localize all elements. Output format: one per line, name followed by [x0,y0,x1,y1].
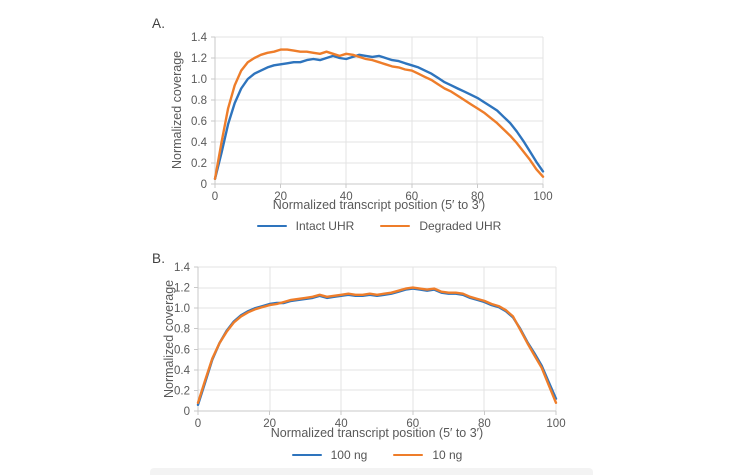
panel-a-plot: 0 0.2 0.4 0.6 0.8 1.0 1.2 1.4 0 20 40 60 80 100 [191,32,553,203]
panel-b-x-axis-title: Normalized transcript position (5′ to 3′… [270,426,484,440]
svg-text:20: 20 [263,418,276,430]
legend-item-100ng: 100 ng [291,448,368,462]
legend-item-degraded-uhr: Degraded UHR [380,219,501,233]
10ng-line-swatch [393,454,424,456]
legend-item-intact-uhr: Intact UHR [256,219,355,233]
svg-text:0: 0 [212,191,218,203]
panel-b-plot: 0 0.2 0.4 0.6 0.8 1.0 1.2 1.4 0 20 40 60 80 100 [174,262,566,430]
series-line-intact-uhr [213,53,545,181]
svg-text:0.6: 0.6 [174,344,190,356]
svg-text:1.4: 1.4 [174,262,191,274]
svg-text:1.2: 1.2 [174,283,190,295]
svg-text:0.4: 0.4 [174,365,191,377]
svg-text:0.8: 0.8 [191,95,207,107]
svg-text:60: 60 [405,191,418,203]
legend-label: Degraded UHR [419,219,502,233]
panel-a-legend: Intact UHR Degraded UHR [215,219,543,233]
svg-text:100: 100 [533,191,552,203]
panel-a-x-axis-title: Normalized transcript position (5′ to 3′… [272,198,486,212]
degraded-uhr-line-swatch [380,225,411,227]
svg-text:0.2: 0.2 [191,158,207,170]
svg-text:80: 80 [471,191,484,203]
panel-a-label: A. [152,16,166,31]
svg-text:0: 0 [195,418,201,430]
series-line-degraded-uhr [213,48,545,181]
svg-text:1.0: 1.0 [174,303,190,315]
svg-text:40: 40 [335,418,348,430]
legend-item-10ng: 10 ng [393,448,462,462]
legend-label: 10 ng [432,448,463,462]
legend-label: 100 ng [330,448,368,462]
svg-text:1.4: 1.4 [191,32,208,44]
svg-text:1.0: 1.0 [191,74,207,86]
svg-text:80: 80 [478,418,491,430]
panel-b-y-axis-title: Normalized coverage [162,279,176,398]
svg-text:40: 40 [340,191,353,203]
intact-uhr-line-swatch [256,225,287,227]
svg-text:1.2: 1.2 [191,53,207,65]
panel-a-y-axis-title: Normalized coverage [170,50,184,169]
svg-text:0: 0 [201,179,207,191]
series-line-10-ng [196,286,558,404]
svg-text:100: 100 [546,418,565,430]
svg-text:0.4: 0.4 [191,137,208,149]
panel-b-legend: 100 ng 10 ng [198,448,556,462]
series-line-100-ng [196,287,558,406]
svg-text:0.2: 0.2 [174,385,190,397]
cropped-card-edge [150,468,593,475]
svg-text:60: 60 [406,418,419,430]
svg-text:0.6: 0.6 [191,116,207,128]
panel-b-label: B. [152,251,166,266]
svg-text:20: 20 [274,191,287,203]
100ng-line-swatch [291,454,322,456]
legend-label: Intact UHR [295,219,355,233]
svg-text:0: 0 [184,406,190,418]
svg-text:0.8: 0.8 [174,324,190,336]
